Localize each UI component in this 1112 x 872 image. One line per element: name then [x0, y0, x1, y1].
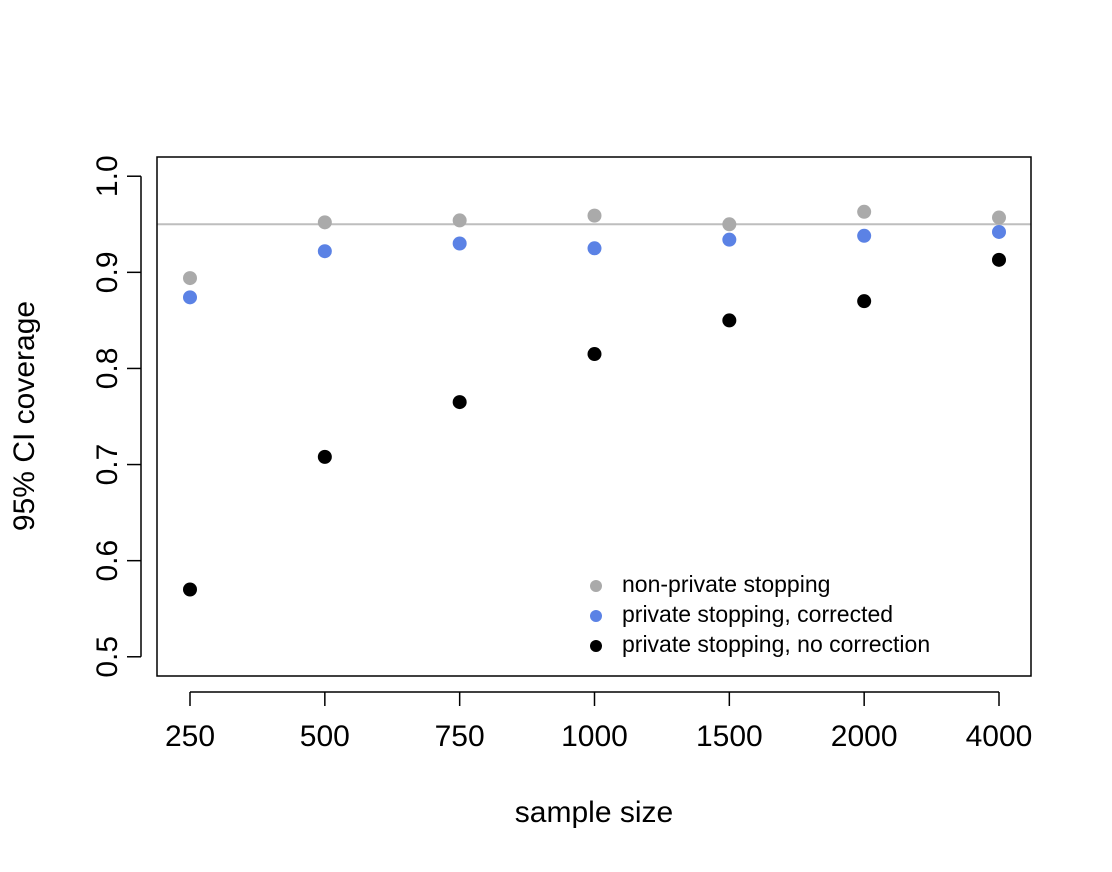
- x-axis: 250 500 750 1000 1500 2000 4000: [165, 691, 1033, 753]
- y-tick-label: 0.9: [91, 251, 124, 293]
- x-tick-label: 1500: [696, 720, 763, 753]
- plot-frame: [156, 156, 1032, 677]
- x-tick-label: 2000: [831, 720, 898, 753]
- x-tick-label: 750: [435, 720, 485, 753]
- y-axis: 0.5 0.6 0.7 0.8 0.9 1.0: [91, 155, 142, 678]
- point-series-3-4000: [992, 252, 1006, 267]
- point-series-2-1500: [722, 232, 737, 247]
- point-series-3-2000: [857, 294, 872, 309]
- point-series-1-4000: [992, 210, 1006, 225]
- data-points: [183, 204, 1006, 597]
- x-tick-label: 500: [300, 720, 350, 753]
- point-series-3-1500: [722, 313, 737, 328]
- legend-label-1: non-private stopping: [622, 571, 830, 597]
- x-tick-label: 250: [165, 720, 215, 753]
- legend-marker-3: [590, 640, 602, 652]
- point-series-2-500: [317, 244, 332, 259]
- y-tick-label: 0.5: [91, 636, 124, 678]
- point-series-2-4000: [992, 224, 1006, 239]
- x-tick-label: 4000: [966, 720, 1033, 753]
- point-series-2-750: [452, 236, 467, 251]
- point-series-3-1000: [587, 347, 602, 362]
- y-tick-label: 0.8: [91, 348, 124, 390]
- point-series-2-2000: [857, 228, 872, 243]
- point-series-2-250: [183, 290, 197, 305]
- y-tick-label: 1.0: [91, 155, 124, 197]
- legend-marker-1: [590, 580, 602, 592]
- y-tick-label: 0.6: [91, 540, 124, 582]
- point-series-3-500: [317, 449, 332, 464]
- point-series-1-750: [452, 213, 467, 228]
- x-tick-label: 1000: [561, 720, 628, 753]
- point-series-1-1500: [722, 217, 737, 232]
- legend-marker-2: [590, 610, 602, 622]
- legend: non-private stopping private stopping, co…: [590, 571, 930, 657]
- point-series-1-250: [183, 271, 197, 286]
- point-series-1-2000: [857, 204, 872, 219]
- legend-label-3: private stopping, no correction: [622, 631, 930, 657]
- point-series-1-1000: [587, 208, 602, 223]
- point-series-2-1000: [587, 241, 602, 256]
- point-series-1-500: [317, 215, 332, 230]
- x-axis-label: sample size: [515, 796, 673, 829]
- point-series-3-750: [452, 395, 467, 410]
- point-series-3-250: [183, 582, 197, 597]
- legend-label-2: private stopping, corrected: [622, 601, 893, 627]
- y-tick-label: 0.7: [91, 444, 124, 486]
- y-axis-label: 95% CI coverage: [8, 301, 41, 531]
